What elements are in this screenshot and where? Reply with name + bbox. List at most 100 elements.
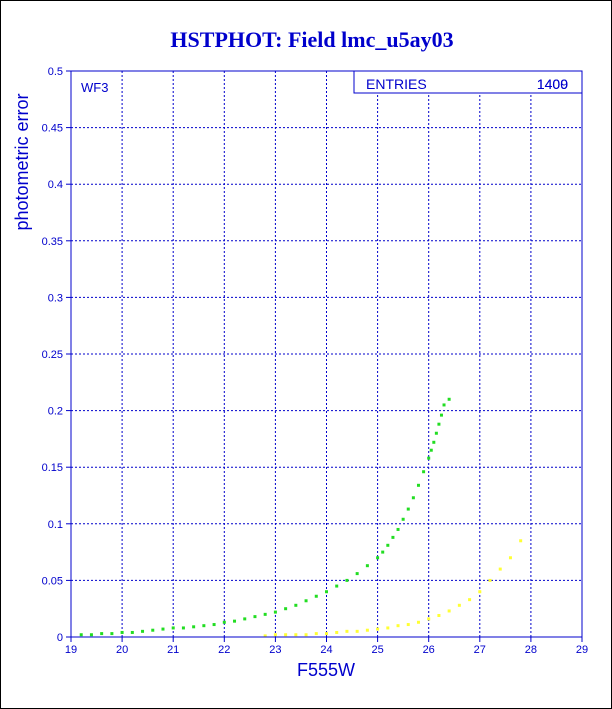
data-point <box>314 632 318 636</box>
data-point <box>304 599 308 603</box>
data-point <box>161 627 165 631</box>
data-point <box>355 572 359 576</box>
data-point <box>376 556 380 560</box>
y-tick-label: 0.05 <box>42 575 63 587</box>
data-point <box>386 543 390 547</box>
data-point <box>335 584 339 588</box>
data-point <box>79 633 83 637</box>
data-point <box>120 630 124 634</box>
y-tick-label: 0.25 <box>42 349 63 361</box>
x-tick-label: 29 <box>576 644 588 656</box>
y-tick-label: 0 <box>57 632 63 644</box>
data-point <box>304 633 308 637</box>
panel-label: WF3 <box>81 80 108 95</box>
x-tick-label: 19 <box>65 644 77 656</box>
stats-entries-overprint: 1400 <box>537 76 568 92</box>
series-green <box>79 397 451 637</box>
x-ticks: 19 20 21 22 23 24 25 26 27 28 29 <box>65 637 588 656</box>
data-point <box>130 630 134 634</box>
data-point <box>422 470 426 474</box>
data-point <box>151 628 155 632</box>
y-tick-label: 0.1 <box>48 519 63 531</box>
data-point <box>141 629 145 633</box>
y-tick-label: 0.45 <box>42 123 63 135</box>
x-tick-label: 21 <box>167 644 179 656</box>
data-point <box>314 594 318 598</box>
data-point <box>273 610 277 614</box>
data-point <box>89 633 93 637</box>
y-tick-label: 0.5 <box>48 66 63 78</box>
x-tick-label: 24 <box>320 644 332 656</box>
data-point <box>222 620 226 624</box>
data-point <box>396 624 400 628</box>
stats-entries-value: 1409 <box>537 76 568 92</box>
data-point <box>325 632 328 636</box>
x-tick-label: 27 <box>474 644 486 656</box>
data-point <box>365 564 369 568</box>
data-point <box>442 403 446 407</box>
data-point <box>381 550 385 554</box>
y-tick-label: 0.3 <box>48 292 63 304</box>
y-tick-label: 0.2 <box>48 406 63 418</box>
data-point <box>468 598 472 602</box>
data-point <box>391 535 395 539</box>
data-point <box>345 629 349 633</box>
data-point <box>181 626 185 630</box>
data-point <box>345 578 349 582</box>
data-point <box>110 632 114 636</box>
data-point <box>447 397 451 401</box>
data-point <box>294 633 298 637</box>
data-point <box>335 630 339 634</box>
data-point <box>386 626 390 630</box>
data-point <box>284 633 288 637</box>
data-point <box>427 456 431 460</box>
data-point <box>365 628 369 632</box>
data-point <box>401 517 405 521</box>
chart-title: HSTPHOT: Field lmc_u5ay03 <box>170 27 453 52</box>
data-point <box>192 625 196 629</box>
data-point <box>498 567 502 571</box>
data-point <box>243 617 247 621</box>
stats-entries-label: ENTRIES <box>366 76 427 92</box>
y-tick-label: 0.15 <box>42 462 63 474</box>
grid <box>71 71 582 637</box>
data-point <box>432 440 436 444</box>
x-axis-label: F555W <box>297 660 355 680</box>
data-point <box>447 609 451 613</box>
data-point <box>396 527 400 531</box>
data-point <box>439 413 443 417</box>
data-point <box>171 626 175 630</box>
data-point <box>437 422 441 426</box>
data-point <box>519 539 523 543</box>
data-point <box>284 607 288 611</box>
data-point <box>273 633 277 637</box>
stats-box-border <box>353 70 583 94</box>
data-point <box>202 624 206 628</box>
data-point <box>429 448 433 452</box>
stats-box: ENTRIES 1409 1400 <box>353 70 583 94</box>
y-ticks: 0 0.05 0.1 0.15 0.2 0.25 0.3 0.35 0.4 0.45 0.5 <box>42 66 71 644</box>
data-point <box>294 603 298 607</box>
x-tick-label: 25 <box>371 644 383 656</box>
x-tick-label: 26 <box>423 644 435 656</box>
x-tick-label: 23 <box>269 644 281 656</box>
data-point <box>376 627 380 631</box>
data-point <box>263 634 267 638</box>
data-point <box>434 431 438 435</box>
data-point <box>416 483 420 487</box>
y-tick-label: 0.4 <box>48 179 63 191</box>
x-tick-label: 22 <box>218 644 230 656</box>
data-point <box>416 620 420 624</box>
data-point <box>437 613 441 617</box>
series-yellow <box>263 539 523 638</box>
data-point <box>411 496 415 500</box>
y-tick-label: 0.35 <box>42 236 63 248</box>
data-point <box>406 623 410 627</box>
data-point <box>508 556 512 560</box>
data-point <box>457 603 461 607</box>
data-point <box>100 632 104 636</box>
y-axis-label: photometric error <box>12 93 32 230</box>
x-tick-label: 20 <box>116 644 128 656</box>
data-point <box>253 615 257 619</box>
